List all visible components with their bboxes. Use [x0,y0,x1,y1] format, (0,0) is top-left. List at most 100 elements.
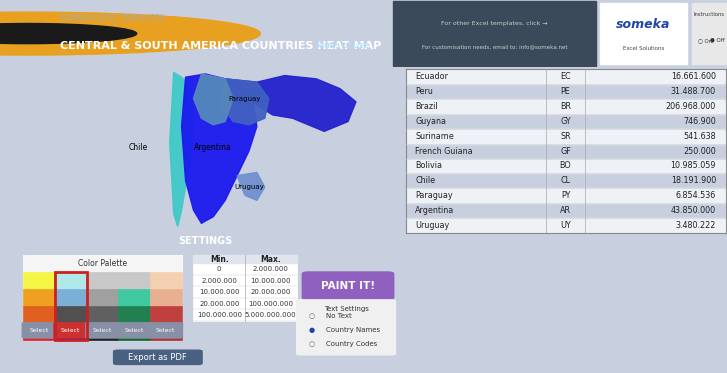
Text: Uruguay: Uruguay [415,221,449,230]
Text: 100.000.000: 100.000.000 [197,312,242,318]
Text: Paraguay: Paraguay [415,191,453,200]
Text: GF: GF [561,147,571,156]
Text: Select: Select [92,328,112,333]
Text: Ecuador: Ecuador [415,72,449,81]
Text: Chile: Chile [415,176,435,185]
Polygon shape [182,74,257,223]
Bar [55,305,87,323]
Text: SR: SR [561,132,571,141]
Bar [87,305,119,323]
Bar [406,188,726,203]
Text: 3.480.222: 3.480.222 [675,221,716,230]
Polygon shape [221,79,269,125]
Text: 206.968.000: 206.968.000 [666,102,716,111]
Bar [119,323,150,340]
Text: 10.000.000: 10.000.000 [199,289,239,295]
Polygon shape [193,74,233,125]
Text: For other Excel templates, click →: For other Excel templates, click → [441,21,547,26]
Bar [393,1,596,66]
Text: Excel Solutions: Excel Solutions [623,46,664,51]
Bar [692,3,727,64]
Text: Guyana: Guyana [415,117,446,126]
Text: For customisation needs, email to: info@someka.net: For customisation needs, email to: info@… [422,44,567,50]
FancyBboxPatch shape [113,350,202,364]
Text: CENTRAL & SOUTH AMERICA COUNTRIES HEAT MAP: CENTRAL & SOUTH AMERICA COUNTRIES HEAT M… [60,41,381,51]
Bar [23,323,55,340]
Text: 20.000.000: 20.000.000 [199,301,239,307]
Bar [600,3,687,64]
Bar [55,289,87,305]
Text: CL: CL [561,176,571,185]
Text: PAINT IT!: PAINT IT! [321,280,375,291]
Text: Brazil: Brazil [415,102,438,111]
Text: 541.638: 541.638 [683,132,716,141]
Text: 16.661.600: 16.661.600 [671,72,716,81]
Bar [150,323,182,340]
Text: ○: ○ [308,313,315,319]
Text: SOMEKA EXCEL TEMPLATES: SOMEKA EXCEL TEMPLATES [60,14,164,23]
Text: French Guiana: French Guiana [415,147,473,156]
Text: EC: EC [561,72,571,81]
Text: Paraguay: Paraguay [229,95,261,101]
Bar [55,272,87,340]
Text: Color Palette: Color Palette [78,258,127,267]
FancyBboxPatch shape [117,322,151,338]
Text: Terms of Use: Terms of Use [315,41,369,50]
Bar [55,323,87,340]
Text: Country Names: Country Names [326,327,380,333]
Bar [193,255,297,263]
Bar [150,272,182,289]
Text: Country Codes: Country Codes [326,341,377,347]
Text: ●: ● [308,327,315,333]
Circle shape [0,23,137,44]
Text: 10.000.000: 10.000.000 [251,278,291,283]
Text: 5.000.000.000: 5.000.000.000 [245,312,297,318]
Bar [406,159,726,173]
Text: Export as PDF: Export as PDF [129,353,188,362]
Bar [406,99,726,114]
Text: UY: UY [561,221,571,230]
Text: Select: Select [61,328,81,333]
Text: 100.000.000: 100.000.000 [248,301,293,307]
Text: 18.191.900: 18.191.900 [671,176,716,185]
Text: SETTINGS: SETTINGS [178,236,233,246]
Text: Max.: Max. [260,255,281,264]
Text: 0: 0 [217,266,222,272]
FancyBboxPatch shape [22,322,56,338]
Polygon shape [237,172,265,200]
Bar [119,289,150,305]
FancyBboxPatch shape [302,272,393,299]
Text: ○ On: ○ On [698,38,712,43]
Text: Instructions: Instructions [694,12,725,17]
Bar [23,255,182,340]
Text: Argentina: Argentina [194,143,232,152]
FancyBboxPatch shape [149,322,182,338]
Text: Argentina: Argentina [415,206,454,215]
Text: 6.854.536: 6.854.536 [675,191,716,200]
Polygon shape [225,76,356,131]
Text: Uruguay: Uruguay [234,184,264,190]
Text: ● Off: ● Off [710,38,724,43]
Text: PY: PY [561,191,570,200]
Bar [23,289,55,305]
Text: BO: BO [560,162,571,170]
Text: Suriname: Suriname [415,132,454,141]
Bar [119,305,150,323]
Text: Min.: Min. [210,255,228,264]
Bar [23,305,55,323]
Text: Chile: Chile [129,143,148,152]
Text: 43.850.000: 43.850.000 [671,206,716,215]
Bar [406,129,726,144]
Bar [87,323,119,340]
Text: PE: PE [561,87,571,96]
Bar [87,289,119,305]
Bar [193,255,297,321]
Bar [406,69,726,84]
Text: 20.000.000: 20.000.000 [251,289,291,295]
Text: Peru: Peru [415,87,433,96]
FancyBboxPatch shape [297,300,395,355]
Text: 31.488.700: 31.488.700 [671,87,716,96]
Polygon shape [169,72,193,226]
Text: 746.900: 746.900 [683,117,716,126]
Text: No Text: No Text [326,313,352,319]
